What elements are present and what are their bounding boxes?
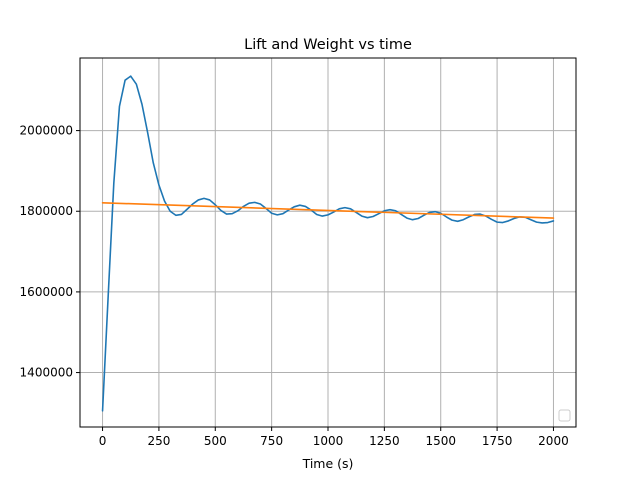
y-tick-label: 1800000	[20, 204, 73, 218]
y-tick-label: 2000000	[20, 124, 73, 138]
series-layer	[101, 75, 555, 412]
x-tick-label: 1250	[369, 434, 400, 448]
x-tick-label: 1000	[313, 434, 344, 448]
y-tick-label: 1400000	[20, 366, 73, 380]
chart-title: Lift and Weight vs time	[244, 37, 412, 53]
x-tick-label: 0	[99, 434, 107, 448]
x-tick-label: 250	[147, 434, 170, 448]
x-tick-label: 500	[204, 434, 227, 448]
y-tick-label: 1600000	[20, 285, 73, 299]
legend-box	[558, 409, 571, 422]
x-tick-label: 1500	[425, 434, 456, 448]
x-tick-label: 750	[260, 434, 283, 448]
grid	[80, 58, 576, 427]
x-tick-label: 2000	[538, 434, 569, 448]
ticks: 0 250 500 750 1000 1250 1500 1750 2000 1400000 160…	[20, 124, 569, 448]
series-line-1	[101, 75, 555, 412]
x-tick-label: 1750	[482, 434, 513, 448]
x-axis-label: Time (s)	[302, 456, 354, 471]
series-line-2	[101, 201, 555, 219]
